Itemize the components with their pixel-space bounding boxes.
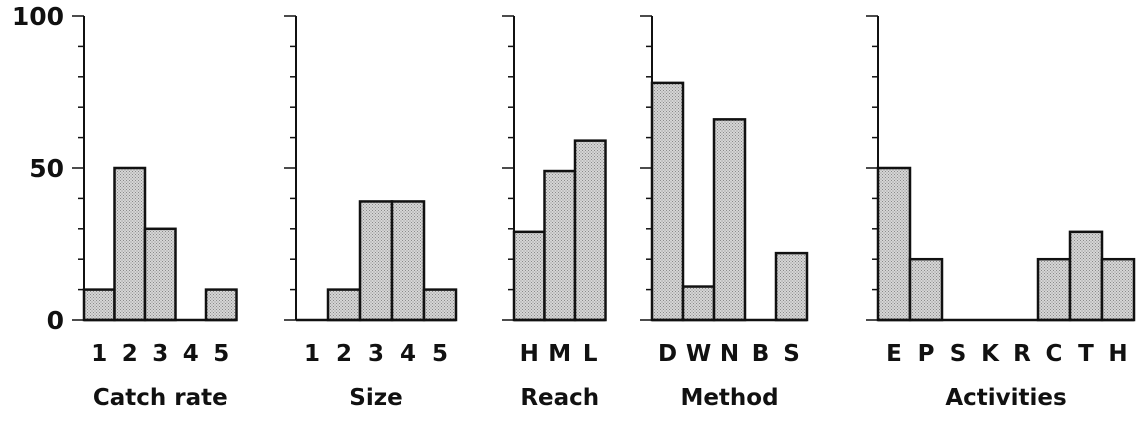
bar (712, 118, 747, 322)
x-axis-title: Size (349, 385, 402, 411)
bar (650, 81, 685, 322)
category-label: L (583, 341, 598, 367)
bar (573, 139, 607, 322)
bar (908, 257, 944, 322)
x-axis-title: Activities (945, 385, 1066, 411)
y-tick-label: 50 (29, 154, 64, 183)
panel-3: H M L Reach (502, 15, 607, 411)
category-label: C (1046, 341, 1063, 367)
bar (358, 200, 394, 322)
category-label: 2 (122, 341, 138, 367)
category-label: S (783, 341, 800, 367)
category-label: 3 (368, 341, 384, 367)
category-label: H (1108, 341, 1127, 367)
bar (774, 251, 809, 322)
bar (1068, 230, 1104, 322)
category-label: W (686, 341, 711, 367)
bar (390, 200, 426, 322)
bar (512, 230, 546, 322)
category-label: 3 (152, 341, 168, 367)
x-axis-title: Reach (520, 385, 599, 411)
panel-2: 1 2 3 4 5 Size (284, 15, 458, 411)
bar (876, 166, 912, 322)
x-axis-title: Catch rate (93, 385, 228, 411)
category-label: 5 (213, 341, 229, 367)
bar (422, 288, 458, 322)
category-label: 2 (336, 341, 352, 367)
category-label: H (520, 341, 539, 367)
bar (681, 285, 716, 322)
bar (326, 288, 362, 322)
category-label: D (658, 341, 677, 367)
category-label: P (918, 341, 935, 367)
panel-5: E P S K R C T H Activities (866, 15, 1136, 411)
x-axis-title: Method (680, 385, 778, 411)
bar (143, 227, 177, 322)
bar (82, 288, 116, 322)
panel-1: 0 50 100 1 2 3 4 5 Catch rate (12, 2, 238, 411)
bar (204, 288, 238, 322)
category-label: S (950, 341, 967, 367)
bar (113, 166, 147, 322)
category-label: R (1013, 341, 1031, 367)
category-label: N (720, 341, 739, 367)
category-label: 4 (400, 341, 416, 367)
bar (1036, 257, 1072, 322)
category-label: 1 (304, 341, 320, 367)
y-tick-label: 0 (47, 306, 64, 335)
category-label: B (752, 341, 770, 367)
bar (543, 169, 577, 322)
y-tick-label: 100 (12, 2, 64, 31)
category-label: E (886, 341, 902, 367)
category-label: 1 (91, 341, 107, 367)
category-label: 4 (183, 341, 199, 367)
category-label: M (548, 341, 571, 367)
category-label: 5 (432, 341, 448, 367)
bar (1100, 257, 1136, 322)
category-label: K (981, 341, 1000, 367)
category-label: T (1078, 341, 1094, 367)
